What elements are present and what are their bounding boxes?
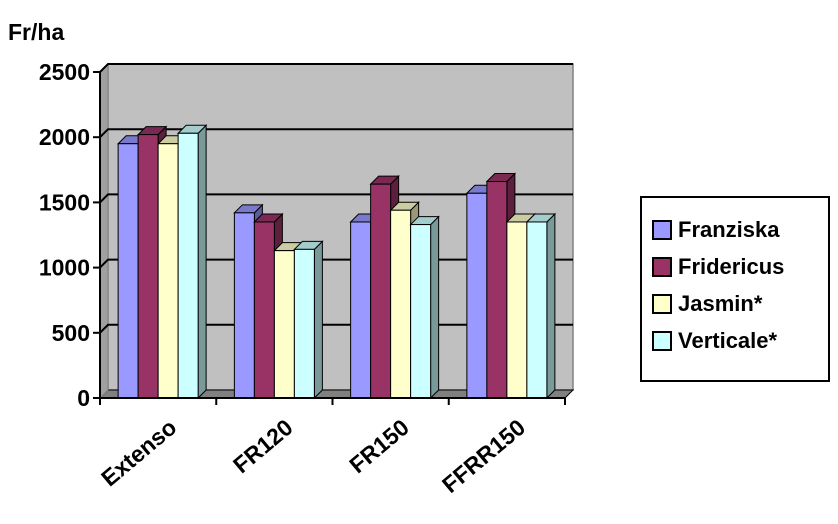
legend-swatch	[652, 220, 672, 240]
plot-area	[98, 62, 575, 400]
plot-side-wall	[99, 62, 109, 400]
x-tick-label: FR120	[228, 414, 298, 478]
bar-front	[177, 132, 199, 399]
y-tick-label: 500	[52, 320, 90, 346]
legend-label: Fridericus	[678, 254, 785, 279]
legend-swatch	[652, 257, 672, 277]
y-tick-label: 1500	[39, 189, 90, 215]
legend: Franziska Fridericus Jasmin* Verticale*	[640, 196, 830, 382]
bar-front	[273, 250, 295, 399]
bar-side	[313, 240, 323, 400]
x-tick-label: FR150	[344, 414, 414, 478]
gridline	[99, 128, 573, 138]
legend-item: Franziska	[652, 215, 780, 245]
bar-side	[546, 212, 556, 400]
gridline	[99, 63, 573, 73]
bar-front	[486, 181, 508, 399]
bar-front	[370, 183, 392, 399]
legend-label: Verticale*	[678, 328, 778, 353]
bar-side	[430, 215, 440, 400]
bar-front	[137, 134, 159, 399]
y-tick-label: 2000	[39, 124, 90, 150]
x-tick-label: Extenso	[96, 414, 181, 491]
bar-front	[466, 192, 488, 399]
legend-item: Verticale*	[652, 326, 777, 356]
bar-side	[197, 124, 207, 400]
bar-front	[390, 209, 412, 399]
bar-front	[293, 248, 315, 399]
bar-front	[350, 221, 372, 399]
legend-item: Jasmin*	[652, 289, 762, 319]
legend-label: Jasmin*	[678, 291, 763, 316]
bar-front	[233, 212, 255, 399]
bar-front	[526, 221, 548, 399]
bar-front	[506, 221, 528, 399]
gridline	[99, 193, 573, 204]
y-tick-label: 2500	[39, 59, 90, 85]
x-tick-label: FFRR150	[437, 414, 530, 498]
bar	[409, 215, 440, 400]
y-tick-label: 0	[77, 385, 90, 411]
bars	[116, 124, 557, 400]
y-axis-label: Fr/ha	[8, 19, 64, 45]
legend-item: Fridericus	[652, 252, 784, 282]
bar-front	[410, 224, 432, 399]
bar	[293, 240, 324, 400]
y-tick-label: 1000	[39, 255, 90, 281]
legend-label: Franziska	[678, 217, 780, 242]
bar-front	[157, 143, 179, 399]
bar-front	[117, 143, 139, 399]
bar	[176, 124, 208, 400]
legend-swatch	[652, 331, 672, 351]
bar-front	[253, 221, 275, 399]
bar	[525, 212, 557, 400]
legend-swatch	[652, 294, 672, 314]
